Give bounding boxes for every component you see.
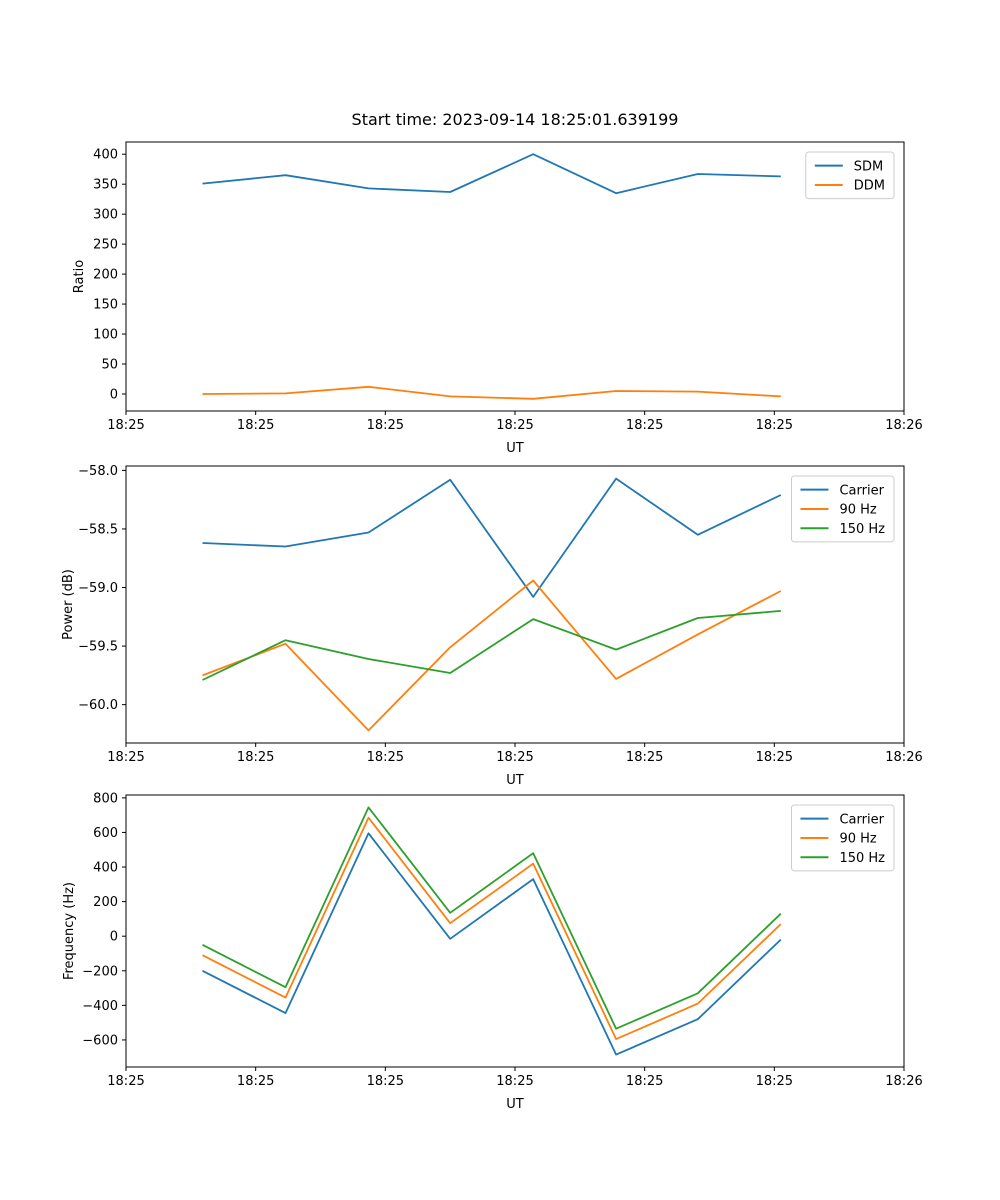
y-tick-label: 350 <box>93 178 118 193</box>
x-tick-label: 18:25 <box>496 750 533 765</box>
x-axis: 18:25 18:25 18:25 18:25 18:25 18:25 18:26 <box>107 743 923 765</box>
y-tick-label: 400 <box>93 148 118 163</box>
y-axis: 800 600 400 200 0 −200 −400 −600 <box>82 791 126 1048</box>
series-line-150-hz <box>202 610 781 681</box>
series-line-90-hz <box>202 579 782 732</box>
y-tick-label: −59.0 <box>78 581 118 596</box>
x-axis-label: UT <box>506 773 524 788</box>
x-tick-label: 18:25 <box>237 418 274 433</box>
y-tick-label: 200 <box>93 268 118 283</box>
subplot-power: 18:25 18:25 18:25 18:25 18:25 18:25 18:26 UT −58… <box>61 464 923 788</box>
legend-label-carrier: Carrier <box>839 812 884 827</box>
y-tick-label: 600 <box>93 826 118 841</box>
x-tick-label: 18:26 <box>885 1074 922 1089</box>
legend-label-ddm: DDM <box>854 179 885 194</box>
series-line-150-hz <box>202 806 782 1030</box>
x-tick-label: 18:25 <box>107 750 144 765</box>
x-tick-label: 18:25 <box>756 1074 793 1089</box>
y-tick-label: 250 <box>93 238 118 253</box>
series-line-sdm <box>202 153 781 195</box>
y-tick-label: 100 <box>93 328 118 343</box>
legend: SDM DDM <box>805 151 895 200</box>
x-tick-label: 18:25 <box>756 418 793 433</box>
y-axis-label: Ratio <box>72 260 87 293</box>
legend-box <box>805 151 895 200</box>
y-tick-label: −600 <box>82 1033 118 1048</box>
legend-box <box>790 804 895 872</box>
legend-label-150-hz: 150 Hz <box>839 851 885 866</box>
y-axis-label: Power (dB) <box>61 569 76 640</box>
y-tick-label: −59.5 <box>78 640 118 655</box>
x-tick-label: 18:26 <box>885 750 922 765</box>
x-axis-label: UT <box>506 1097 524 1112</box>
y-tick-label: −58.5 <box>78 522 118 537</box>
y-tick-label: 200 <box>93 895 118 910</box>
y-tick-label: 150 <box>93 298 118 313</box>
x-tick-label: 18:25 <box>626 418 663 433</box>
y-tick-label: 800 <box>93 791 118 806</box>
x-axis: 18:25 18:25 18:25 18:25 18:25 18:25 18:26 <box>107 411 923 433</box>
legend: Carrier 90 Hz 150 Hz <box>790 804 895 872</box>
x-tick-label: 18:25 <box>367 750 404 765</box>
legend-label-150-hz: 150 Hz <box>839 522 885 537</box>
y-axis: 0 50 100 150 200 250 300 350 400 <box>93 148 126 402</box>
y-axis: −58.0 −58.5 −59.0 −59.5 −60.0 <box>78 464 126 713</box>
axes-spines <box>125 794 905 1068</box>
y-tick-label: −400 <box>82 999 118 1014</box>
x-tick-label: 18:25 <box>237 750 274 765</box>
subplot-ratio: 18:25 18:25 18:25 18:25 18:25 18:25 18:26 UT 0 50… <box>72 141 923 456</box>
series-line-carrier <box>202 477 782 598</box>
y-tick-label: −58.0 <box>78 464 118 479</box>
legend-label-90-hz: 90 Hz <box>839 503 876 518</box>
x-tick-label: 18:25 <box>496 418 533 433</box>
x-tick-label: 18:25 <box>496 1074 533 1089</box>
x-tick-label: 18:25 <box>367 1074 404 1089</box>
x-tick-label: 18:25 <box>107 1074 144 1089</box>
y-tick-label: 0 <box>110 387 118 402</box>
y-tick-label: 300 <box>93 208 118 223</box>
y-axis-label: Frequency (Hz) <box>62 882 77 980</box>
subplot-frequency: 18:25 18:25 18:25 18:25 18:25 18:25 18:26 UT 800… <box>62 791 923 1112</box>
y-tick-label: −60.0 <box>78 698 118 713</box>
y-tick-label: 400 <box>93 861 118 876</box>
x-tick-label: 18:26 <box>885 418 922 433</box>
x-tick-label: 18:25 <box>626 750 663 765</box>
axes-spines <box>125 465 905 744</box>
figure-title: Start time: 2023-09-14 18:25:01.639199 <box>351 110 679 129</box>
y-tick-label: −200 <box>82 964 118 979</box>
x-tick-label: 18:25 <box>367 418 404 433</box>
x-tick-label: 18:25 <box>756 750 793 765</box>
legend-label-sdm: SDM <box>854 159 883 174</box>
legend: Carrier 90 Hz 150 Hz <box>790 475 895 543</box>
series-line-ddm <box>202 385 781 400</box>
series-line-carrier <box>202 832 782 1056</box>
x-tick-label: 18:25 <box>107 418 144 433</box>
axes-spines <box>125 141 905 412</box>
legend-label-carrier: Carrier <box>839 483 884 498</box>
series-line-90-hz <box>202 816 782 1040</box>
x-axis: 18:25 18:25 18:25 18:25 18:25 18:25 18:26 <box>107 1067 923 1089</box>
x-tick-label: 18:25 <box>237 1074 274 1089</box>
legend-box <box>790 475 895 543</box>
y-tick-label: 50 <box>101 358 118 373</box>
y-tick-label: 0 <box>110 930 118 945</box>
x-axis-label: UT <box>506 441 524 456</box>
x-tick-label: 18:25 <box>626 1074 663 1089</box>
legend-label-90-hz: 90 Hz <box>839 832 876 847</box>
